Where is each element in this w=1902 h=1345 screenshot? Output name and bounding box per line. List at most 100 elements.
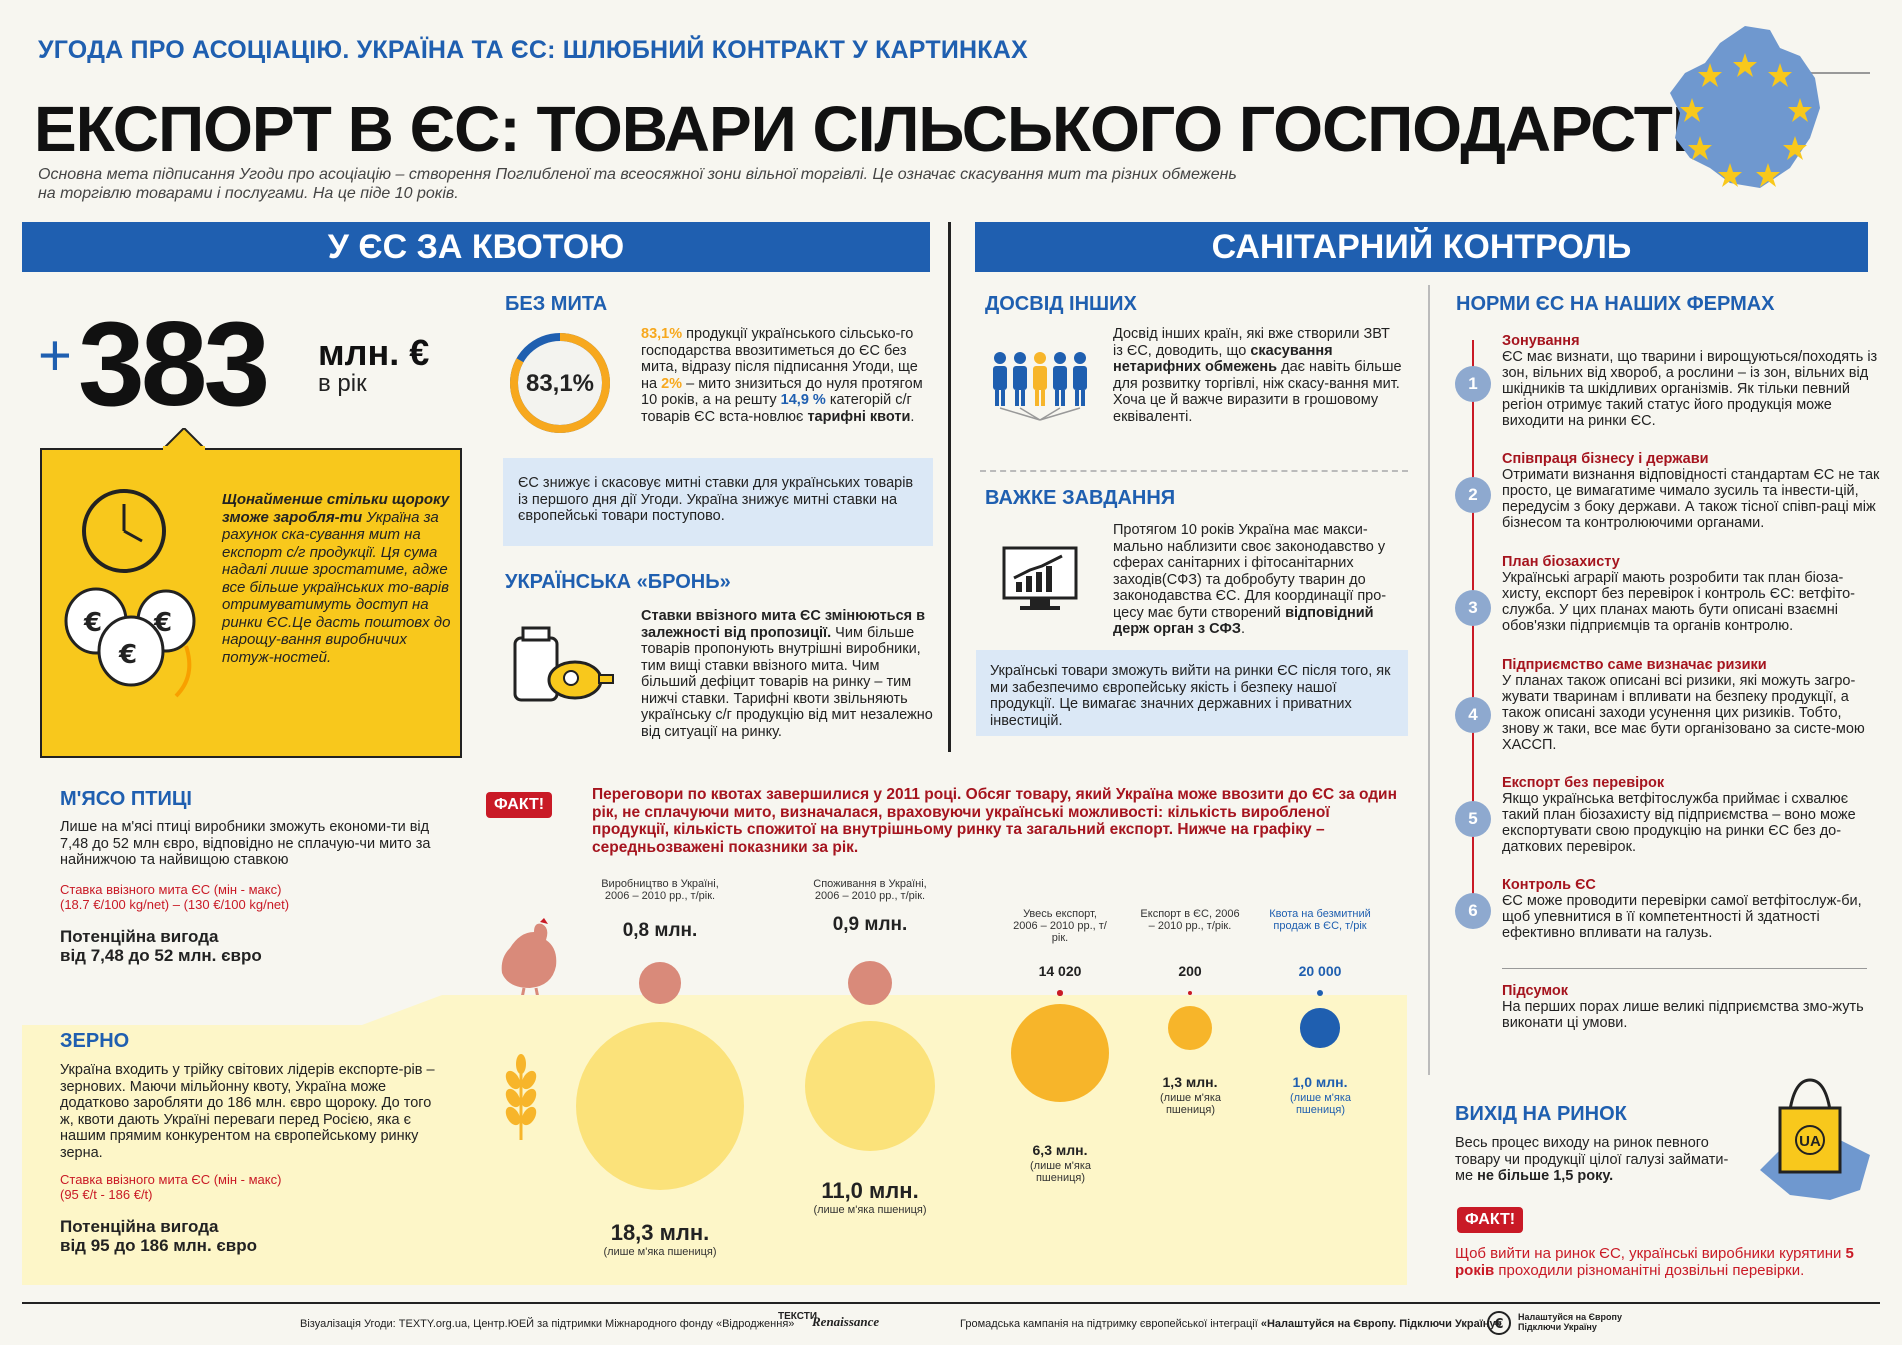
footer-credits: Візуалізація Угоди: TEXTY.org.ua, Центр.… [300,1318,795,1330]
svg-text:€: € [83,608,102,638]
bubble-chart: Виробництво в Україні, 2006 – 2010 рр., … [570,878,1580,1278]
step-4: Підприємство саме визначає ризики У плана… [1502,657,1865,753]
callout-pointer [162,428,206,450]
poultry-bubble [848,961,892,1005]
callout-text: Щонайменше стільки щороку зможе заробля-… [222,491,451,666]
duty-free-text: 83,1% продукції українського сільсько-го… [641,326,923,425]
market-fact-text: Щоб вийти на ринок ЄС, українські виробн… [1455,1245,1854,1279]
category-label: Виробництво в Україні, 2006 – 2010 рр., … [601,878,719,902]
fact-badge: ФАКТ! [486,792,553,818]
svg-text:€: € [153,608,172,638]
grain-note: (лише м'яка пшениця) [1159,1092,1221,1116]
people-group-icon [993,352,1087,421]
fact-badge: ФАКТ! [1457,1207,1524,1233]
step-badge: 2 [1455,477,1491,513]
hard-task-text: Протягом 10 років Україна має макси-маль… [1113,522,1387,637]
grain-note: (лише м'яка пшениця) [603,1246,717,1258]
poultry-value-label: 20 000 [1298,963,1342,979]
dashed-divider [980,470,1408,472]
unit-label: млн. € [318,332,430,373]
step-badge: 1 [1455,366,1491,402]
poultry-bubble [639,962,681,1004]
campaign-logo-icon: € [1487,1311,1511,1335]
category-label: Експорт в ЄС, 2006 – 2010 рр., т/рік. [1140,908,1240,932]
footer-rule [22,1302,1880,1304]
category-label: Квота на безмитний продаж в ЄС, т/рік [1269,908,1371,932]
poultry-value-label: 200 [1178,963,1202,979]
bag-label: UA [1799,1133,1821,1150]
lead-text: Основна мета підписання Угоди про асоціа… [38,166,1237,202]
category-label: Увесь експорт, 2006 – 2010 рр., т/рік. [1013,908,1107,944]
page-title: ЕКСПОРТ В ЄС: ТОВАРИ СІЛЬСЬКОГО ГОСПОДАР… [34,93,1760,165]
market-heading: ВИХІД НА РИНОК [1455,1103,1627,1125]
poultry-value-label: 0,9 млн. [832,914,908,935]
grain-bubble [1010,1003,1110,1103]
grain-value-label: 6,3 млн. [1032,1142,1088,1158]
svg-text:€: € [118,640,137,670]
grain-bubble [804,1020,936,1152]
series-title: УГОДА ПРО АСОЦІАЦІЮ. УКРАЇНА ТА ЄС: ШЛЮБ… [38,36,1028,64]
grain-value-label: 18,3 млн. [610,1220,710,1245]
shopping-bag-icon: UA [1760,1078,1870,1200]
plus-sign: + [38,323,72,388]
big-number: 383 [78,297,270,431]
poultry-text: Лише на м'ясі птиці виробники зможуть ек… [60,819,431,868]
column-divider [948,222,951,752]
step-badge: 4 [1455,697,1491,733]
grain-note: (лише м'яка пшениця) [813,1204,927,1216]
growth-chart-icon [1002,546,1078,610]
column-divider-2 [1428,285,1430,1075]
others-heading: ДОСВІД ІНШИХ [985,293,1137,315]
campaign-logo-text: Налаштуйся на Європу Підключи Україну [1518,1312,1622,1332]
duty-free-note: ЄС знижує і скасовує митні ставки для ук… [518,475,914,524]
grain-value-label: 1,3 млн. [1162,1074,1218,1090]
footer-campaign: Громадська кампанія на підтримку європей… [960,1318,1502,1330]
grain-benefit: Потенційна вигода від 95 до 186 млн. євро [60,1217,258,1255]
step-6: Контроль ЄС ЄС може проводити перевірки с… [1502,877,1862,941]
renaissance-logo: Renaissance [812,1314,880,1329]
duty-free-heading: БЕЗ МИТА [505,293,608,315]
armor-heading: УКРАЇНСЬКА «БРОНЬ» [505,571,731,593]
grain-bubble [1300,1008,1340,1048]
step-badge: 3 [1455,590,1491,626]
summary: Підсумок На перших порах лише великі підп… [1502,983,1864,1031]
norms-heading: НОРМИ ЄС НА НАШИХ ФЕРМАХ [1456,293,1775,315]
poultry-bubble [1316,989,1324,997]
texty-logo: ТЕКСТИ [778,1311,818,1322]
hard-task-heading: ВАЖКЕ ЗАВДАННЯ [985,487,1176,509]
grain-bubble [1167,1005,1213,1051]
percent-donut: 83,1% [510,333,610,433]
armor-text: Ставки ввізного мита ЄС змінюються в зал… [641,608,933,740]
poultry-heading: М'ЯСО ПТИЦІ [60,788,192,810]
step-badge: 6 [1455,893,1491,929]
duty-free-note-box [503,458,933,546]
money-clock-icon: € € € [64,489,196,698]
grain-heading: ЗЕРНО [60,1030,130,1052]
eu-map-icon [1670,26,1820,188]
grain-rate: Ставка ввізного мита ЄС (мін - макс) (95 … [60,1172,282,1202]
poultry-value-label: 0,8 млн. [622,920,698,941]
poultry-value-label: 14 020 [1038,963,1082,979]
grain-note: (лише м'яка пшениця) [1289,1092,1351,1116]
poultry-benefit: Потенційна вигода від 7,48 до 52 млн. євр… [60,927,262,965]
donut-label: 83,1% [526,370,594,397]
band-quota: У ЄС ЗА КВОТОЮ [22,222,930,272]
grain-text: Україна входить у трійку світових лідері… [60,1062,435,1161]
poultry-rate: Ставка ввізного мита ЄС (мін - макс) (18.… [60,882,290,912]
wheat-icon [505,1054,537,1140]
hard-task-note-box [976,650,1408,736]
step-3: План біозахисту Українські аграрії мають … [1502,554,1856,634]
step-1: Зонування ЄС має визнати, що тварини і ви… [1502,333,1878,429]
svg-text:€: € [1493,1317,1503,1332]
grain-note: (лише м'яка пшениця) [1029,1160,1091,1184]
grain-value-label: 1,0 млн. [1292,1074,1348,1090]
step-5: Експорт без перевірок Якщо українська вет… [1502,775,1856,855]
market-text: Весь процес виходу на ринок певного това… [1455,1135,1729,1184]
grain-bubble [576,1022,744,1190]
category-label: Споживання в Україні, 2006 – 2010 рр., т… [813,878,927,902]
band-sanitary: САНІТАРНИЙ КОНТРОЛЬ [975,222,1868,272]
divider [1502,968,1867,969]
fact-text: Переговори по квотах завершилися у 2011 … [592,786,1397,856]
step-2: Співпраця бізнесу і держави Отримати визн… [1502,451,1880,531]
poultry-bubble [1057,990,1063,996]
